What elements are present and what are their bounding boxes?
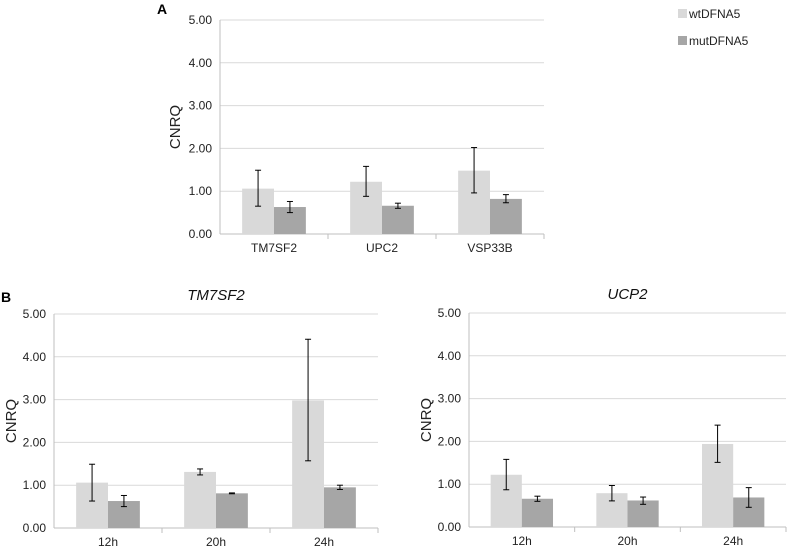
bar-mut: [490, 198, 522, 234]
x-tick-label: 20h: [617, 534, 637, 548]
x-tick-label: UPC2: [366, 241, 398, 255]
y-tick-label: 2.00: [438, 434, 462, 448]
bar-mut: [521, 498, 554, 527]
y-tick-label: 5.00: [23, 307, 47, 321]
y-tick-label: 0.00: [189, 227, 213, 241]
x-tick-label: 12h: [98, 535, 118, 548]
y-tick-label: 0.00: [438, 520, 462, 534]
y-tick-label: 3.00: [438, 392, 462, 406]
legend: wtDFNA5 mutDFNA5: [678, 7, 749, 48]
chart-title: UCP2: [607, 286, 648, 303]
bar-mut: [324, 487, 356, 528]
legend-label-mut: mutDFNA5: [689, 34, 749, 48]
y-tick-label: 4.00: [438, 349, 462, 363]
legend-swatch-wt: [678, 9, 687, 18]
y-tick-label: 4.00: [23, 350, 47, 364]
x-tick-label: TM7SF2: [251, 241, 297, 255]
chart-b-left: 0.00 1.00 2.00 3.00 4.00 5.00 CNRQ TM7SF2 12h 20h…: [3, 287, 379, 548]
panel-label-b: B: [1, 289, 11, 305]
legend-swatch-mut: [678, 36, 687, 45]
y-axis-label: CNRQ: [167, 105, 184, 149]
chart-b-right: 0.00 1.00 2.00 3.00 4.00 5.00 CNRQ UCP2 12h 20h 24…: [418, 286, 787, 548]
y-tick-label: 2.00: [23, 435, 47, 449]
y-axis-label: CNRQ: [418, 398, 435, 442]
x-tick-label: 24h: [314, 535, 334, 548]
chart-title: TM7SF2: [187, 287, 245, 304]
y-tick-label: 5.00: [189, 13, 213, 27]
y-tick-label: 0.00: [23, 521, 47, 535]
y-tick-label: 1.00: [438, 477, 462, 491]
x-tick-label: 20h: [206, 535, 226, 548]
y-tick-label: 2.00: [189, 141, 213, 155]
bar-mut: [382, 205, 414, 234]
bar-mut: [627, 500, 659, 527]
legend-label-wt: wtDFNA5: [688, 7, 741, 21]
x-tick-label: 12h: [512, 534, 532, 548]
bar-mut: [216, 493, 248, 528]
y-tick-label: 4.00: [189, 56, 213, 70]
chart-a: 0.00 1.00 2.00 3.00 4.00 5.00 CNRQ TM7SF2 UPC2 VS…: [167, 13, 545, 255]
x-tick-label: VSP33B: [467, 241, 512, 255]
y-tick-label: 3.00: [23, 393, 47, 407]
panel-label-a: A: [157, 1, 167, 17]
y-axis-label: CNRQ: [3, 399, 20, 443]
x-tick-label: 24h: [723, 534, 743, 548]
y-tick-label: 5.00: [438, 306, 462, 320]
y-tick-label: 3.00: [189, 99, 213, 113]
y-tick-label: 1.00: [23, 478, 47, 492]
y-tick-label: 1.00: [189, 184, 213, 198]
bar-wt: [184, 471, 216, 528]
